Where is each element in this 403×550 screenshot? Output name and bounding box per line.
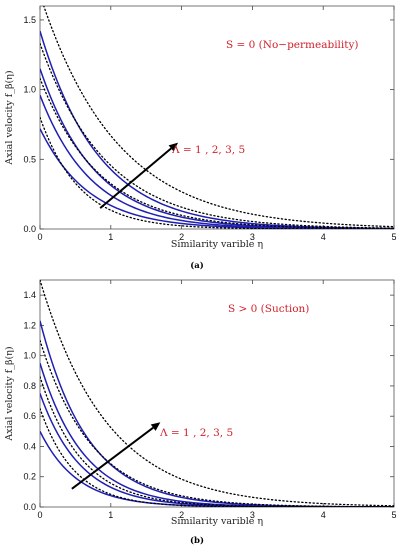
y-tick-label: 0.5 (23, 154, 36, 164)
solid-curve-2 (40, 393, 394, 507)
chart-panel-a: 0 1 2 3 4 5 0.0 0.5 1.0 1.5 S = 0 (No−permeability… (4, 5, 397, 271)
series-group (40, 280, 394, 507)
y-tick-label: 0.0 (23, 502, 36, 512)
dotted-curve-2 (40, 376, 394, 507)
series-group (40, 6, 394, 229)
y-tick-label: 1.0 (23, 351, 36, 361)
dotted-curve-4 (43, 6, 394, 228)
y-tick-label: 0.4 (23, 441, 36, 451)
y-tick-label: 0.8 (23, 381, 36, 391)
x-tick-label: 5 (391, 510, 396, 520)
y-tick-label: 0.0 (23, 224, 36, 234)
x-tick-label: 1 (108, 232, 113, 242)
x-tick-label: 3 (250, 510, 255, 520)
dotted-curve-2 (40, 77, 394, 229)
x-axis-title: Similarity varible η (171, 239, 263, 250)
arrow-head (168, 142, 179, 152)
arrow-shaft (99, 147, 172, 209)
x-tick-label: 2 (179, 232, 184, 242)
panel-caption: (b) (190, 535, 204, 546)
y-tick-label: 0.2 (23, 472, 36, 482)
solid-curve-2 (40, 94, 394, 229)
dotted-curve-4 (40, 280, 394, 507)
annotation-lambda: Λ = 1 , 2, 3, 5 (171, 144, 245, 156)
x-tick-label: 3 (250, 232, 255, 242)
x-tick-label: 0 (37, 232, 42, 242)
y-tick-label: 1.2 (23, 320, 36, 330)
x-tick-label: 1 (108, 510, 113, 520)
y-tick-label: 0.6 (23, 411, 36, 421)
y-tick-label: 1.0 (23, 85, 36, 95)
solid-curve-1 (40, 430, 394, 507)
x-tick-label: 4 (321, 510, 326, 520)
annotation-lambda: Λ = 1 , 2, 3, 5 (159, 427, 233, 439)
dotted-curve-3 (40, 339, 394, 507)
x-tick-label: 5 (391, 232, 396, 242)
dotted-curve-1 (40, 116, 394, 229)
arrow-head (150, 422, 161, 431)
y-tick-label: 1.4 (23, 290, 36, 300)
dotted-curve-3 (40, 42, 394, 229)
chart-panel-b: 0 1 2 3 4 5 0.0 0.2 0.4 0.6 0.8 1.0 1.2 1.4 S > 0 (Suc… (4, 279, 397, 546)
x-tick-label: 0 (37, 510, 42, 520)
y-tick-label: 1.5 (23, 15, 36, 25)
annotation-permeability: S = 0 (No−permeability) (226, 39, 359, 51)
panel-caption: (a) (190, 260, 204, 271)
arrow-shaft (71, 426, 154, 490)
dotted-curve-1 (40, 407, 394, 507)
y-axis-title: Axial velocity f_β(η) (4, 70, 15, 165)
annotation-suction: S > 0 (Suction) (228, 303, 309, 315)
solid-curve-4 (40, 320, 394, 507)
y-axis-title: Axial velocity f_β(η) (4, 346, 15, 441)
x-axis-title: Similarity varible η (171, 516, 263, 527)
x-tick-label: 2 (179, 510, 184, 520)
x-tick-label: 4 (321, 232, 326, 242)
